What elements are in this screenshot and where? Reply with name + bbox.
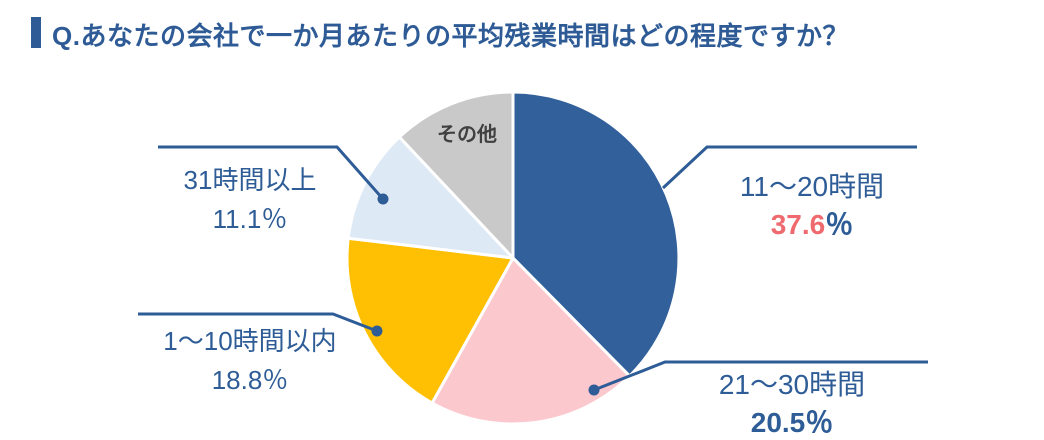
leader-line-right-top: [661, 145, 917, 190]
callout-21-30h: 21〜30時間 20.5％: [662, 366, 922, 440]
leader-dots: [371, 193, 600, 396]
leader-line-left-top: [158, 145, 385, 200]
leader-line-right-bottom: [593, 360, 928, 392]
callout-label: 1〜10時間以内: [163, 326, 337, 356]
leader-dot-lightblue: [377, 193, 389, 205]
pie-inside-label-other: その他: [437, 124, 497, 146]
callout-percent: 18.8％: [211, 365, 289, 395]
percent-value-red: 37.6: [770, 209, 826, 240]
callout-percent: 20.5％: [750, 407, 834, 438]
callout-31h-plus: 31時間以上 11.1％: [130, 161, 370, 239]
leader-dot-gold: [371, 325, 383, 337]
pie-slices: [345, 90, 681, 426]
callout-label: 11〜20時間: [739, 171, 885, 202]
leader-line-left-bottom: [138, 312, 378, 333]
callout-label: 31時間以上: [183, 165, 317, 195]
callout-percent: 37.6％: [682, 206, 942, 244]
pie-slice-4: [346, 135, 515, 260]
title-accent-bar: [31, 17, 41, 48]
callout-1-10h: 1〜10時間以内 18.8％: [130, 322, 370, 400]
pie-slice-1: [511, 90, 681, 378]
callout-11-20h: 11〜20時間 37.6％: [682, 168, 942, 244]
callout-percent: 11.1％: [212, 204, 288, 234]
leader-dot-pink: [588, 384, 600, 396]
pie-slice-3: [345, 236, 515, 405]
percent-suffix: ％: [825, 209, 854, 240]
callout-label: 21〜30時間: [718, 369, 866, 400]
page-title: Q.あなたの会社で一か月あたりの平均残業時間はどの程度ですか？: [52, 21, 849, 51]
pie-slice-5: [397, 90, 515, 260]
leader-lines: [138, 145, 928, 392]
pie-slice-2: [430, 256, 632, 426]
